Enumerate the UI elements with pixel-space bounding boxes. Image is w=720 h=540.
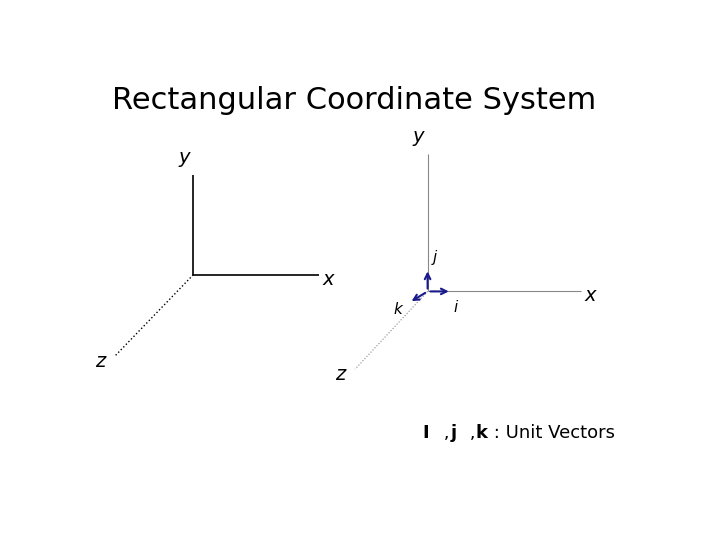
Text: $y$: $y$ <box>412 129 426 148</box>
Text: $x$: $x$ <box>584 287 598 306</box>
Text: ,: , <box>464 424 481 442</box>
Text: $j$: $j$ <box>431 248 439 267</box>
Text: $i$: $i$ <box>453 299 459 315</box>
Text: ,: , <box>438 424 455 442</box>
Text: $z$: $z$ <box>335 367 348 384</box>
Text: Rectangular Coordinate System: Rectangular Coordinate System <box>112 85 597 114</box>
Text: $x$: $x$ <box>322 271 336 289</box>
Text: $\mathbf{k}$: $\mathbf{k}$ <box>475 424 490 442</box>
Text: $\mathbf{I}$: $\mathbf{I}$ <box>422 424 429 442</box>
Text: $z$: $z$ <box>95 353 108 371</box>
Text: : Unit Vectors: : Unit Vectors <box>488 424 615 442</box>
Text: $y$: $y$ <box>178 150 192 168</box>
Text: $k$: $k$ <box>393 301 404 317</box>
Text: $\mathbf{j}$: $\mathbf{j}$ <box>450 422 457 444</box>
